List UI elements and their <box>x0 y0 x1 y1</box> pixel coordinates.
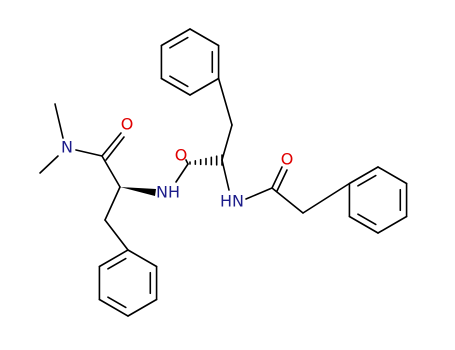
ring-bond <box>377 166 408 185</box>
ring-bond <box>98 298 129 317</box>
atom-label: O <box>121 115 134 134</box>
ring-double-bond <box>169 75 189 88</box>
ring-double-bond <box>357 213 377 226</box>
bond <box>104 219 129 251</box>
ring-bond <box>348 215 379 234</box>
bond <box>101 155 121 188</box>
wedge-bond <box>120 187 156 196</box>
ring-bond <box>98 249 129 268</box>
ring-double-bond <box>107 296 127 309</box>
bonds <box>39 28 408 317</box>
atom-label: NH <box>156 183 180 202</box>
ring-bond <box>160 28 191 47</box>
ring-bond <box>377 215 408 234</box>
bond <box>276 169 288 192</box>
bond <box>245 187 273 200</box>
bond <box>75 149 103 157</box>
bond <box>39 155 59 174</box>
bond <box>271 187 304 214</box>
ring-bond <box>189 77 220 96</box>
atom-label: HN <box>220 192 244 211</box>
bond <box>101 132 122 157</box>
bond <box>104 186 121 221</box>
bond <box>221 124 233 161</box>
ring-bond <box>127 298 158 317</box>
bond <box>54 103 64 139</box>
ring-bond <box>127 249 158 268</box>
ring-double-bond <box>357 174 377 187</box>
bond <box>271 166 283 189</box>
ring-bond <box>160 77 191 96</box>
ring-double-bond <box>169 36 189 49</box>
bond <box>105 136 125 161</box>
ring-bond <box>189 28 220 47</box>
bond <box>217 77 233 126</box>
bond <box>221 159 230 191</box>
bond <box>175 163 189 183</box>
ring-double-bond <box>107 257 127 270</box>
atom-label: N <box>61 138 73 157</box>
bond <box>185 159 189 165</box>
atom-label: O <box>281 150 294 169</box>
atom-label: O <box>175 146 188 165</box>
ring-bond <box>348 166 379 185</box>
bond <box>302 182 351 214</box>
